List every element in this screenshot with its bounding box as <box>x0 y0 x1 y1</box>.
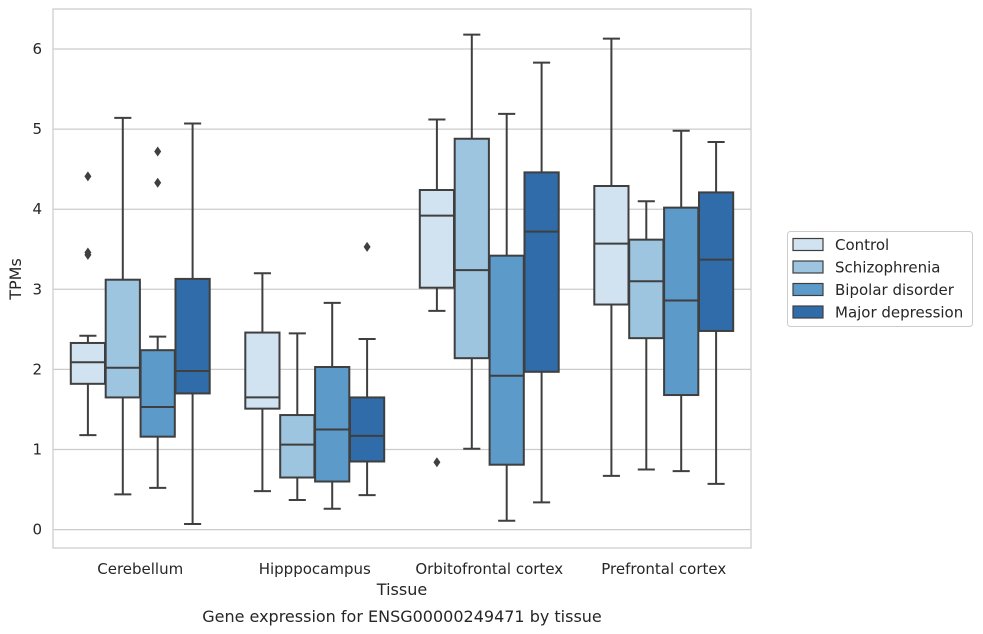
x-tick-label: Hipppocampus <box>259 560 371 578</box>
x-tick-label: Orbitofrontal cortex <box>415 560 563 578</box>
box-body <box>139 349 176 438</box>
legend-item: Major depression <box>792 304 963 322</box>
box-body <box>523 171 560 373</box>
series-schizophrenia <box>104 33 665 501</box>
outlier-point <box>84 171 92 182</box>
box <box>174 122 211 525</box>
box-body <box>593 184 630 306</box>
legend-item: Control <box>792 236 889 254</box>
series-major-depression <box>174 61 735 525</box>
box <box>628 200 665 471</box>
outlier-point <box>154 146 162 157</box>
box-body <box>418 189 456 289</box>
y-tick-label: 4 <box>32 200 42 218</box>
y-axis-ticks: 0 1 2 3 4 5 6 <box>32 40 42 539</box>
box-body <box>488 254 525 466</box>
box-body <box>628 238 665 340</box>
series-bipolar-disorder <box>139 112 700 522</box>
box <box>104 116 141 496</box>
box <box>69 171 107 437</box>
y-tick-label: 6 <box>32 40 42 58</box>
box <box>488 112 525 522</box>
box-body <box>104 278 141 399</box>
outlier-point <box>154 177 162 188</box>
legend-label: Major depression <box>835 304 963 322</box>
x-axis-ticks: Cerebellum Hipppocampus Orbitofrontal cort… <box>97 560 726 578</box>
y-tick-label: 2 <box>32 360 42 378</box>
box <box>453 33 490 450</box>
box <box>348 241 386 497</box>
plot-area-frame <box>52 8 752 549</box>
y-tick-label: 0 <box>32 521 42 539</box>
box <box>279 332 316 501</box>
legend-swatch <box>792 305 824 319</box>
legend: Control Schizophrenia Bipolar disorder Majo… <box>787 231 973 327</box>
y-tick-label: 1 <box>32 440 42 458</box>
box-body <box>244 331 281 410</box>
legend-frame <box>787 231 973 327</box>
box-body <box>174 277 211 395</box>
box <box>314 301 351 510</box>
box <box>663 129 700 473</box>
box <box>139 146 176 489</box>
box <box>523 61 560 504</box>
legend-item: Schizophrenia <box>792 259 940 277</box>
box-body <box>314 365 351 483</box>
box-body <box>697 191 735 332</box>
outlier-point <box>84 247 92 258</box>
box-body <box>453 137 490 360</box>
legend-label: Schizophrenia <box>835 259 940 277</box>
y-tick-label: 3 <box>32 280 42 298</box>
box <box>593 37 630 477</box>
box-body <box>348 396 386 463</box>
outlier-point <box>363 241 371 252</box>
box <box>418 118 456 468</box>
legend-swatch <box>792 237 824 252</box>
box-series-layer <box>69 33 735 525</box>
box-body <box>69 341 107 385</box>
legend-item: Bipolar disorder <box>792 281 955 299</box>
box <box>697 140 735 485</box>
x-axis-label: Tissue <box>376 580 427 599</box>
chart-caption: Gene expression for ENSG00000249471 by t… <box>202 607 602 626</box>
box-body <box>279 414 316 479</box>
legend-swatch <box>792 282 824 297</box>
y-tick-label: 5 <box>32 120 42 138</box>
box <box>244 272 281 493</box>
legend-swatch <box>792 260 824 274</box>
y-axis-label: TPMs <box>6 258 25 301</box>
x-tick-label: Prefrontal cortex <box>601 560 726 578</box>
x-tick-label: Cerebellum <box>97 560 183 578</box>
legend-label: Control <box>835 236 889 254</box>
outlier-point <box>433 457 441 468</box>
legend-label: Bipolar disorder <box>835 281 955 299</box>
